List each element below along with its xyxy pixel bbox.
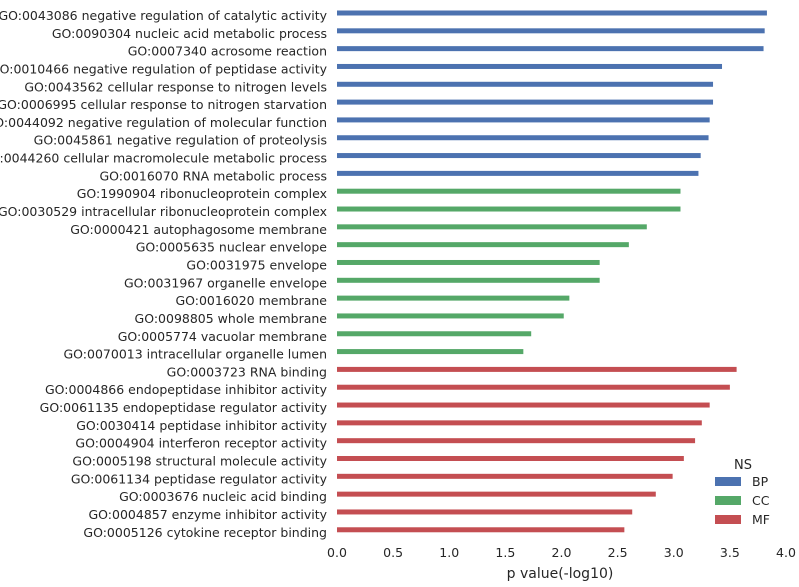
category-label: GO:0098805 whole membrane [135, 311, 328, 326]
category-label: GO:0010466 negative regulation of peptid… [0, 61, 328, 76]
legend-swatch-cc [715, 496, 741, 505]
category-label: GO:0045861 negative regulation of proteo… [34, 133, 327, 148]
category-label: GO:0000421 autophagosome membrane [70, 222, 327, 237]
x-tick-label: 3.0 [664, 545, 684, 560]
x-axis-label: p value(-log10) [507, 566, 614, 582]
category-label: GO:0043086 negative regulation of cataly… [0, 8, 328, 23]
bars-group [337, 10, 767, 533]
bar-cc [337, 242, 629, 248]
category-label: GO:0016020 membrane [175, 293, 327, 308]
bar-mf [337, 384, 730, 390]
x-tick-label: 2.5 [608, 545, 628, 560]
category-label: GO:0003723 RNA binding [167, 364, 327, 379]
legend-swatch-bp [715, 477, 741, 486]
category-label: GO:0004904 interferon receptor activity [75, 436, 327, 451]
bar-cc [337, 224, 647, 230]
bar-mf [337, 456, 684, 461]
bar-bp [337, 63, 723, 69]
bar-bp [337, 135, 709, 141]
bar-mf [337, 366, 737, 372]
legend-entries: BP CC MF [715, 474, 770, 527]
bar-mf [337, 438, 696, 444]
legend-label-cc: CC [752, 493, 770, 508]
x-tick-labels-group: 0.0 0.5 1.0 1.5 2.0 2.5 3.0 3.5 4.0 [327, 545, 796, 560]
bar-cc [337, 295, 570, 301]
category-label: GO:0061135 endopeptidase regulator activ… [40, 400, 328, 415]
category-label: GO:0061134 peptidase regulator activity [71, 471, 328, 486]
bar-bp [337, 81, 714, 87]
category-label: GO:0006995 cellular response to nitrogen… [0, 97, 327, 112]
bar-bp [337, 170, 699, 176]
category-label: GO:0031967 organelle envelope [124, 275, 327, 290]
category-label: GO:0016070 RNA metabolic process [99, 168, 327, 183]
bar-bp [337, 117, 710, 123]
legend: NS BP CC MF [715, 458, 770, 527]
category-label: GO:0005774 vacuolar membrane [118, 329, 328, 344]
bar-mf [337, 509, 633, 515]
x-tick-label: 0.5 [383, 545, 403, 560]
x-tick-label: 2.0 [552, 545, 572, 560]
legend-title: NS [734, 458, 752, 473]
bar-bp [337, 10, 767, 16]
bar-bp [337, 28, 765, 34]
bar-mf [337, 420, 702, 426]
bar-cc [337, 188, 681, 194]
bar-cc [337, 349, 524, 355]
x-tick-label: 1.5 [495, 545, 515, 560]
category-label: GO:0044260 cellular macromolecule metabo… [0, 151, 327, 166]
category-label: GO:0005635 nuclear envelope [136, 240, 328, 255]
x-tick-label: 0.0 [327, 545, 347, 560]
category-label: GO:0043562 cellular response to nitrogen… [24, 79, 327, 94]
category-label: GO:0031975 envelope [186, 257, 327, 272]
bar-bp [337, 46, 764, 52]
category-label: GO:0005126 cytokine receptor binding [83, 525, 327, 540]
category-label: GO:0070013 intracellular organelle lumen [63, 347, 327, 362]
category-label: GO:0005198 structural molecule activity [72, 454, 327, 469]
bar-mf [337, 402, 710, 408]
category-label: GO:1990904 ribonucleoprotein complex [77, 186, 327, 201]
legend-label-mf: MF [752, 512, 770, 527]
x-tick-label: 4.0 [776, 545, 796, 560]
legend-swatch-mf [715, 515, 741, 524]
category-label: GO:0003676 nucleic acid binding [119, 489, 327, 504]
bar-mf [337, 473, 673, 479]
category-label: GO:0030414 peptidase inhibitor activity [76, 418, 327, 433]
bar-mf [337, 527, 625, 533]
x-tick-label: 3.5 [720, 545, 740, 560]
bar-mf [337, 491, 656, 497]
category-label: GO:0004866 endopeptidase inhibitor activ… [45, 382, 328, 397]
legend-label-bp: BP [752, 474, 769, 489]
category-label: GO:0044092 negative regulation of molecu… [0, 115, 327, 130]
bar-cc [337, 313, 564, 319]
bar-bp [337, 153, 701, 159]
category-label: GO:0007340 acrosome reaction [128, 44, 327, 59]
category-labels-group: GO:0043086 negative regulation of cataly… [0, 8, 328, 540]
bar-cc [337, 206, 681, 212]
category-label: GO:0004857 enzyme inhibitor activity [88, 507, 327, 522]
bar-cc [337, 259, 600, 265]
category-label: GO:0030529 intracellular ribonucleoprote… [0, 204, 327, 219]
bar-cc [337, 277, 600, 283]
bar-bp [337, 99, 714, 105]
category-label: GO:0090304 nucleic acid metabolic proces… [52, 26, 327, 41]
x-tick-label: 1.0 [439, 545, 459, 560]
bar-cc [337, 331, 532, 337]
